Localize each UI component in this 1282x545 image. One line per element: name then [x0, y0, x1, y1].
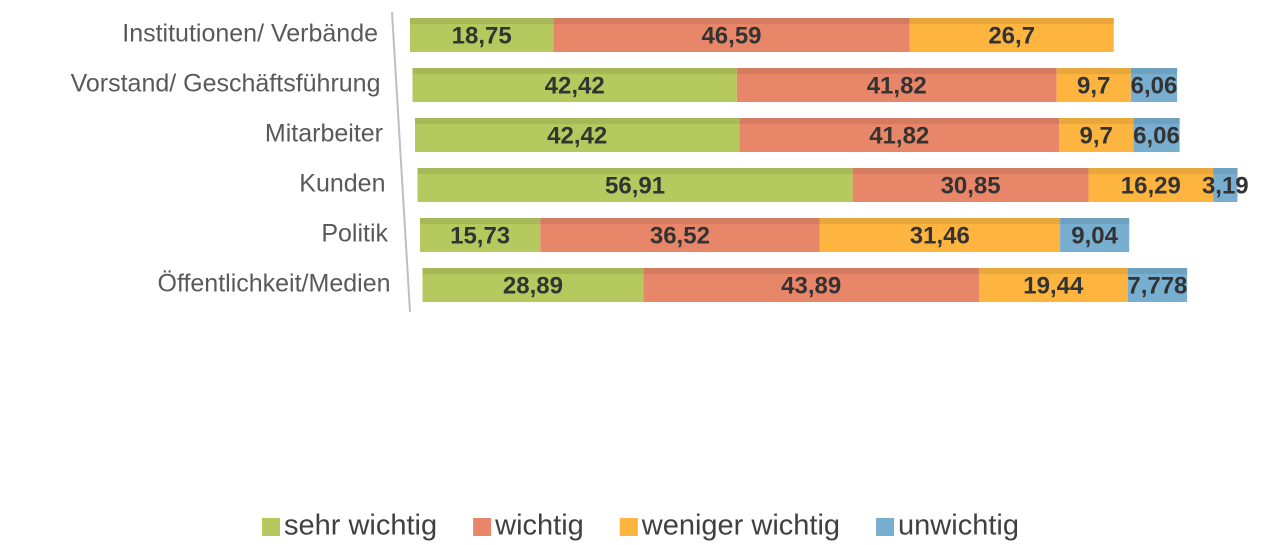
bar-segment — [739, 118, 1060, 152]
bar-segment — [415, 118, 740, 152]
bar-top — [1133, 118, 1180, 124]
bar-top — [819, 218, 1061, 224]
bar-segment — [1133, 118, 1180, 152]
value-label: 6,06 — [1133, 122, 1180, 149]
bar-segment — [410, 18, 554, 52]
legend-label: sehr wichtig — [284, 510, 437, 542]
category-label: Kunden — [299, 170, 385, 198]
bar-segment — [422, 268, 644, 302]
bar-top — [643, 268, 980, 274]
value-label: 9,7 — [1077, 72, 1110, 99]
legend-swatch — [473, 518, 492, 536]
value-label: 36,52 — [650, 222, 710, 249]
value-label: 56,91 — [605, 172, 665, 199]
bar-top — [1130, 68, 1178, 74]
value-label: 26,7 — [988, 22, 1035, 49]
bar-segment — [643, 268, 980, 302]
value-label: 43,89 — [781, 272, 841, 299]
bar-top — [1088, 168, 1214, 174]
value-label: 9,04 — [1071, 222, 1118, 249]
legend-swatch — [619, 518, 638, 536]
bar-segment — [1088, 168, 1214, 202]
bar-top — [417, 168, 853, 174]
bar-segment — [420, 218, 541, 252]
bar-segment — [1059, 118, 1134, 152]
value-label: 9,7 — [1080, 122, 1113, 149]
legend-label: weniger wichtig — [641, 510, 840, 542]
bar-segment — [553, 18, 910, 52]
bar-segment — [1060, 218, 1130, 252]
bar-segment — [417, 168, 853, 202]
bar-top — [553, 18, 910, 24]
bar-top — [1060, 218, 1130, 224]
bar-top — [1213, 168, 1238, 174]
bar-top — [1056, 68, 1131, 74]
value-label: 41,82 — [867, 72, 927, 99]
value-label: 41,82 — [869, 122, 929, 149]
category-label: Vorstand/ Geschäftsführung — [71, 70, 381, 98]
value-label: 19,44 — [1023, 272, 1084, 299]
legend-label: wichtig — [494, 510, 584, 542]
bar-segment — [1127, 268, 1188, 302]
category-label: Mitarbeiter — [265, 120, 383, 148]
legend-swatch — [876, 518, 895, 536]
value-label: 31,46 — [910, 222, 970, 249]
bar-top — [739, 118, 1060, 124]
category-label: Institutionen/ Verbände — [122, 20, 378, 48]
bar-top — [1059, 118, 1134, 124]
value-label: 28,89 — [503, 272, 563, 299]
bar-top — [979, 268, 1128, 274]
value-label: 46,59 — [701, 22, 761, 49]
bar-segment — [909, 18, 1114, 52]
bar-top — [422, 268, 644, 274]
legend-label: unwichtig — [898, 510, 1019, 542]
bar-top — [420, 218, 541, 224]
category-axis — [391, 11, 411, 313]
category-label: Öffentlichkeit/Medien — [158, 270, 391, 298]
bar-segment — [819, 218, 1061, 252]
value-label: 6,06 — [1131, 72, 1178, 99]
bar-top — [540, 218, 820, 224]
legend-swatch — [262, 518, 280, 536]
value-label: 42,42 — [547, 122, 607, 149]
value-label: 15,73 — [450, 222, 510, 249]
bar-segment — [1056, 68, 1131, 102]
value-label: 42,42 — [545, 72, 605, 99]
category-label: Politik — [321, 220, 388, 248]
bar-segment — [852, 168, 1089, 202]
bar-top — [852, 168, 1089, 174]
bar-top — [909, 18, 1114, 24]
bar-segment — [736, 68, 1057, 102]
bar-top — [1127, 268, 1188, 274]
value-label: 7,778 — [1127, 272, 1187, 299]
bar-top — [412, 68, 737, 74]
bar-top — [410, 18, 554, 24]
value-label: 3,19 — [1202, 172, 1249, 199]
value-label: 30,85 — [941, 172, 1001, 199]
bar-top — [736, 68, 1057, 74]
value-label: 16,29 — [1121, 172, 1181, 199]
value-label: 18,75 — [452, 22, 512, 49]
bar-segment — [1213, 168, 1238, 202]
bar-top — [415, 118, 740, 124]
bar-segment — [412, 68, 737, 102]
bar-segment — [1130, 68, 1178, 102]
bar-segment — [540, 218, 820, 252]
bar-segment — [979, 268, 1128, 302]
